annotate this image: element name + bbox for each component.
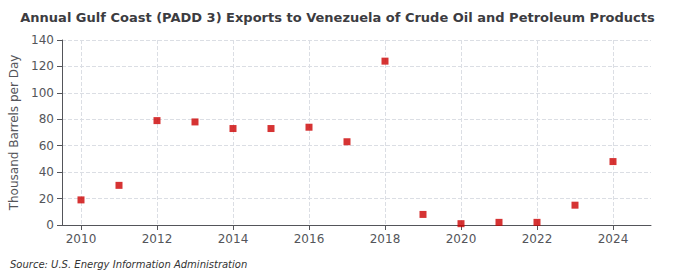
svg-text:100: 100 — [31, 86, 54, 100]
svg-text:2022: 2022 — [522, 232, 553, 246]
svg-text:2012: 2012 — [142, 232, 173, 246]
svg-text:2018: 2018 — [370, 232, 401, 246]
svg-text:120: 120 — [31, 59, 54, 73]
svg-text:140: 140 — [31, 33, 54, 47]
svg-text:Annual Gulf Coast (PADD 3) Exp: Annual Gulf Coast (PADD 3) Exports to Ve… — [20, 10, 655, 25]
svg-text:40: 40 — [39, 165, 54, 179]
svg-text:20: 20 — [39, 192, 54, 206]
svg-text:0: 0 — [46, 218, 54, 232]
svg-text:2014: 2014 — [218, 232, 249, 246]
svg-text:Source: U.S. Energy Informatio: Source: U.S. Energy Information Administ… — [10, 259, 247, 270]
svg-text:80: 80 — [39, 112, 54, 126]
svg-text:2010: 2010 — [66, 232, 97, 246]
svg-text:2016: 2016 — [294, 232, 325, 246]
svg-text:2024: 2024 — [598, 232, 629, 246]
svg-text:60: 60 — [39, 139, 54, 153]
svg-text:Thousand Barrels per Day: Thousand Barrels per Day — [7, 55, 21, 212]
svg-text:2020: 2020 — [446, 232, 477, 246]
